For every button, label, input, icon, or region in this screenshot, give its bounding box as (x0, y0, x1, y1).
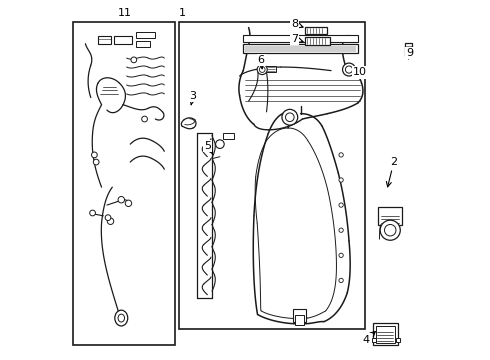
Ellipse shape (339, 203, 343, 207)
Bar (373, 323, 398, 345)
Ellipse shape (125, 200, 132, 207)
Ellipse shape (93, 159, 99, 165)
Text: 8: 8 (291, 19, 303, 29)
Ellipse shape (131, 57, 137, 63)
Text: 9: 9 (406, 48, 414, 59)
Ellipse shape (286, 113, 294, 122)
Ellipse shape (118, 197, 124, 203)
Bar (266, 66, 276, 72)
Text: 10: 10 (353, 67, 367, 77)
Bar (376, 326, 395, 343)
Bar (305, 37, 330, 45)
Bar (114, 36, 132, 44)
Ellipse shape (118, 314, 124, 322)
Bar (73, 22, 175, 345)
Text: 6: 6 (258, 55, 265, 69)
Text: 4: 4 (363, 332, 375, 345)
Bar (294, 309, 306, 321)
Bar (378, 207, 402, 225)
Bar (136, 41, 150, 47)
Text: 7: 7 (291, 34, 303, 44)
Ellipse shape (339, 153, 343, 157)
Ellipse shape (216, 140, 224, 148)
Bar (243, 44, 358, 53)
Ellipse shape (339, 178, 343, 182)
Text: 2: 2 (387, 157, 397, 187)
Text: 3: 3 (190, 91, 196, 105)
Ellipse shape (257, 64, 267, 75)
Bar (136, 32, 155, 39)
Ellipse shape (107, 218, 114, 225)
Ellipse shape (345, 66, 353, 73)
Bar (243, 35, 358, 42)
Ellipse shape (385, 225, 396, 236)
Ellipse shape (105, 215, 111, 221)
Ellipse shape (339, 278, 343, 283)
Bar (372, 338, 376, 342)
Ellipse shape (339, 253, 343, 257)
Bar (396, 338, 399, 342)
Ellipse shape (92, 152, 97, 158)
Bar (223, 133, 234, 139)
Bar (179, 22, 365, 329)
Text: 5: 5 (204, 141, 213, 154)
Bar (98, 36, 111, 44)
Ellipse shape (343, 63, 355, 76)
Ellipse shape (282, 109, 298, 125)
Ellipse shape (142, 116, 147, 122)
Text: 11: 11 (118, 8, 132, 18)
Text: 1: 1 (179, 8, 186, 18)
Ellipse shape (115, 310, 128, 326)
Ellipse shape (339, 228, 343, 232)
Ellipse shape (380, 220, 400, 240)
Ellipse shape (259, 67, 265, 72)
Bar (405, 42, 413, 56)
Bar (295, 315, 304, 325)
Bar (305, 27, 327, 34)
Ellipse shape (90, 210, 96, 216)
